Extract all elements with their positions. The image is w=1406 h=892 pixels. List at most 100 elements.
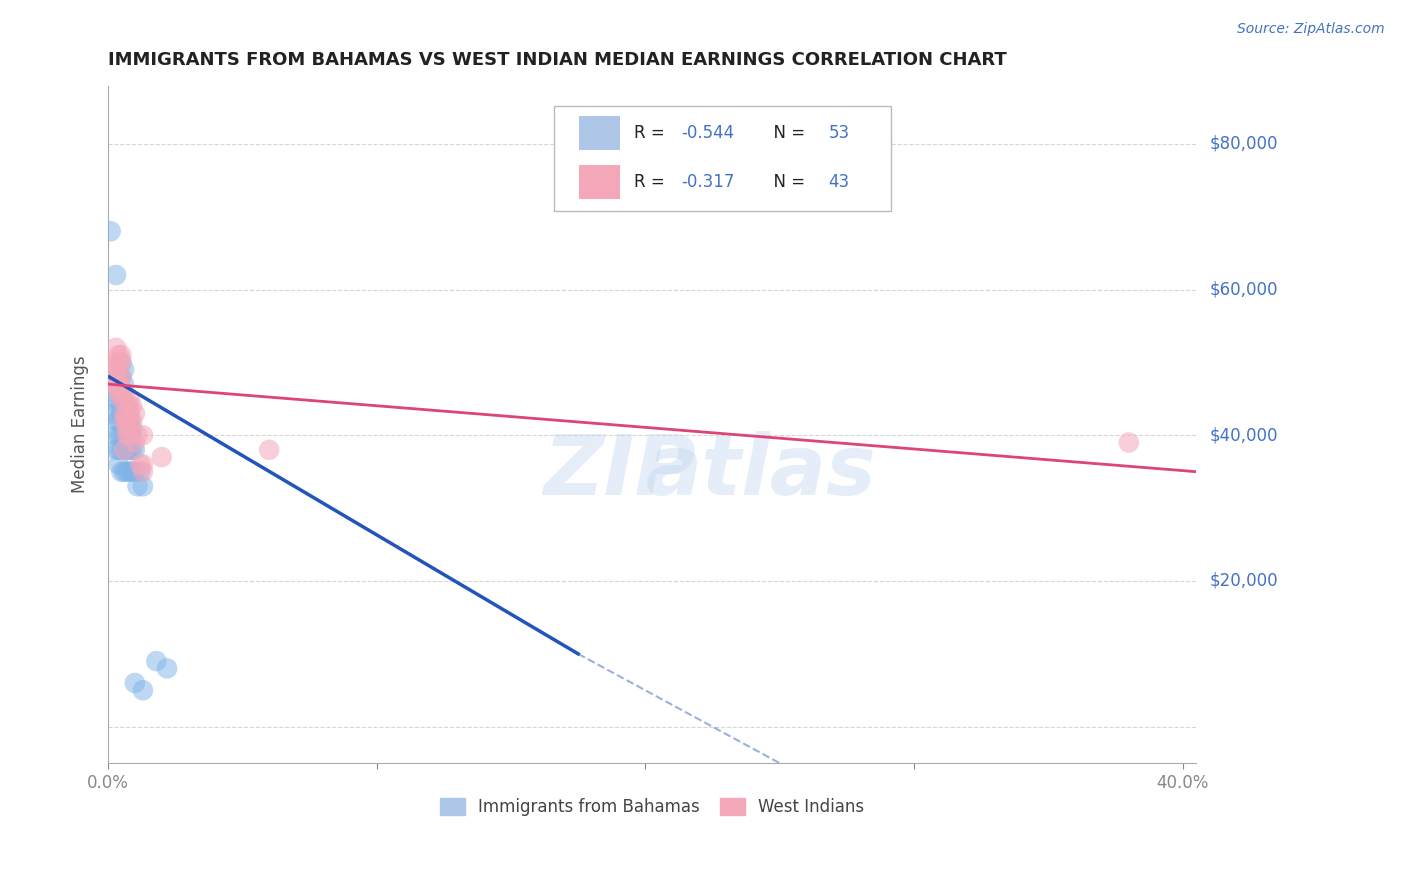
Point — [107, 355, 129, 369]
Point — [112, 406, 135, 420]
Point — [118, 399, 141, 413]
Point — [115, 421, 138, 435]
Point — [115, 428, 138, 442]
Point — [107, 384, 129, 399]
Point — [107, 442, 129, 457]
Point — [110, 355, 132, 369]
Point — [110, 428, 132, 442]
Point — [110, 384, 132, 399]
Point — [112, 442, 135, 457]
Point — [110, 465, 132, 479]
Point — [121, 414, 143, 428]
Point — [145, 654, 167, 668]
Point — [156, 661, 179, 675]
Point — [129, 458, 152, 472]
Point — [121, 428, 143, 442]
Point — [115, 414, 138, 428]
Point — [129, 465, 152, 479]
Point — [107, 377, 129, 392]
Point — [1118, 435, 1140, 450]
Point — [112, 406, 135, 420]
Point — [110, 370, 132, 384]
Point — [124, 442, 146, 457]
Point — [112, 384, 135, 399]
Point — [110, 384, 132, 399]
Text: ZIP: ZIP — [543, 431, 696, 512]
Point — [127, 428, 149, 442]
Point — [115, 406, 138, 420]
Point — [127, 479, 149, 493]
Point — [105, 414, 128, 428]
Point — [112, 414, 135, 428]
Point — [112, 392, 135, 406]
Point — [112, 428, 135, 442]
Point — [118, 414, 141, 428]
Point — [124, 406, 146, 420]
Point — [110, 406, 132, 420]
Point — [118, 392, 141, 406]
FancyBboxPatch shape — [579, 166, 620, 199]
Point — [118, 465, 141, 479]
Point — [118, 421, 141, 435]
Text: -0.317: -0.317 — [682, 173, 735, 192]
Text: Source: ZipAtlas.com: Source: ZipAtlas.com — [1237, 22, 1385, 37]
Point — [105, 355, 128, 369]
Point — [124, 435, 146, 450]
Point — [132, 465, 155, 479]
Point — [105, 370, 128, 384]
Point — [110, 399, 132, 413]
Point — [107, 370, 129, 384]
Point — [107, 428, 129, 442]
Point — [132, 683, 155, 698]
Point — [110, 348, 132, 362]
Y-axis label: Median Earnings: Median Earnings — [72, 356, 89, 493]
Point — [110, 370, 132, 384]
Point — [121, 442, 143, 457]
Point — [105, 442, 128, 457]
Point — [107, 414, 129, 428]
Text: $20,000: $20,000 — [1211, 572, 1278, 590]
Point — [105, 392, 128, 406]
Point — [115, 421, 138, 435]
Point — [115, 442, 138, 457]
Point — [103, 377, 125, 392]
Point — [105, 428, 128, 442]
Point — [112, 377, 135, 392]
Point — [124, 676, 146, 690]
Text: $60,000: $60,000 — [1211, 280, 1278, 299]
Legend: Immigrants from Bahamas, West Indians: Immigrants from Bahamas, West Indians — [433, 791, 870, 822]
Point — [121, 465, 143, 479]
Text: IMMIGRANTS FROM BAHAMAS VS WEST INDIAN MEDIAN EARNINGS CORRELATION CHART: IMMIGRANTS FROM BAHAMAS VS WEST INDIAN M… — [108, 51, 1007, 69]
Point — [110, 355, 132, 369]
FancyBboxPatch shape — [579, 116, 620, 150]
Point — [118, 414, 141, 428]
Point — [112, 362, 135, 376]
Point — [118, 428, 141, 442]
Text: N =: N = — [763, 124, 810, 143]
Point — [121, 399, 143, 413]
Point — [105, 341, 128, 355]
Text: $40,000: $40,000 — [1211, 426, 1278, 444]
Point — [103, 362, 125, 376]
Point — [124, 465, 146, 479]
Text: R =: R = — [634, 124, 669, 143]
Point — [115, 399, 138, 413]
Text: -0.544: -0.544 — [682, 124, 734, 143]
Text: $80,000: $80,000 — [1211, 135, 1278, 153]
Point — [118, 442, 141, 457]
Point — [115, 428, 138, 442]
Text: R =: R = — [634, 173, 669, 192]
Point — [107, 458, 129, 472]
FancyBboxPatch shape — [554, 106, 891, 211]
Point — [107, 370, 129, 384]
Text: N =: N = — [763, 173, 810, 192]
Point — [257, 442, 280, 457]
Point — [118, 406, 141, 420]
Text: atlas: atlas — [645, 431, 876, 512]
Point — [110, 442, 132, 457]
Point — [121, 421, 143, 435]
Text: 43: 43 — [828, 173, 849, 192]
Point — [105, 268, 128, 282]
Point — [105, 362, 128, 376]
Point — [103, 406, 125, 420]
